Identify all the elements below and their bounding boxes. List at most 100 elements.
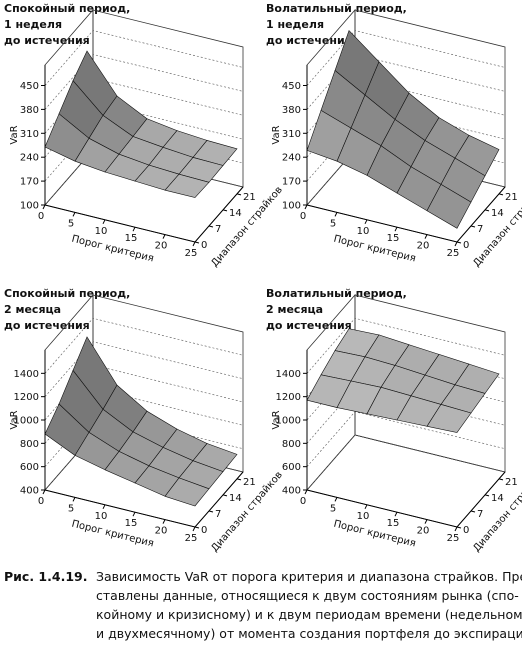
y-tick-label: 14 bbox=[229, 493, 242, 504]
y-tick-label: 7 bbox=[215, 509, 221, 520]
x-tick-label: 15 bbox=[125, 233, 138, 244]
z-tick-label: 310 bbox=[20, 129, 39, 140]
x-tick-label: 5 bbox=[330, 503, 336, 514]
tick bbox=[334, 497, 338, 502]
z-axis-label: VaR bbox=[271, 410, 282, 429]
x-tick-label: 20 bbox=[417, 241, 430, 252]
z-axis-label: VaR bbox=[9, 410, 20, 429]
z-tick-label: 450 bbox=[20, 81, 39, 92]
tick bbox=[208, 510, 214, 513]
y-tick-label: 0 bbox=[201, 525, 207, 536]
x-tick-label: 0 bbox=[300, 211, 306, 222]
z-tick-label: 380 bbox=[20, 105, 39, 116]
x-tick-label: 0 bbox=[300, 496, 306, 507]
chart-title: Спокойный период, bbox=[4, 287, 130, 300]
tick bbox=[102, 219, 106, 225]
tick bbox=[192, 241, 196, 247]
z-tick-label: 1400 bbox=[14, 369, 39, 380]
z-axis-label: VaR bbox=[9, 125, 20, 144]
surface-cell bbox=[164, 173, 210, 198]
tick bbox=[304, 489, 308, 495]
tick bbox=[498, 478, 504, 481]
x-axis-label: Порог критерия bbox=[70, 519, 154, 550]
x-axis-label: Порог критерия bbox=[70, 234, 154, 265]
z-tick-label: 400 bbox=[20, 486, 39, 497]
y-tick-label: 0 bbox=[463, 525, 469, 536]
x-tick-label: 0 bbox=[38, 211, 44, 222]
tick bbox=[162, 234, 166, 239]
grid-line bbox=[44, 317, 244, 374]
x-tick-label: 20 bbox=[155, 526, 168, 537]
tick bbox=[162, 519, 166, 524]
chart-title: Спокойный период, bbox=[4, 2, 130, 15]
z-tick-label: 170 bbox=[20, 177, 39, 188]
floor-axes bbox=[44, 471, 244, 528]
tick bbox=[42, 489, 46, 495]
tick bbox=[222, 209, 228, 212]
z-tick-label: 1200 bbox=[276, 392, 301, 403]
z-tick-label: 1000 bbox=[276, 416, 301, 427]
chart-title: до истечения bbox=[266, 319, 352, 332]
tick bbox=[304, 204, 308, 210]
x-tick-label: 15 bbox=[387, 518, 400, 529]
tick bbox=[456, 526, 462, 529]
tick bbox=[334, 212, 338, 217]
y-tick-label: 0 bbox=[463, 240, 469, 251]
z-axis-label: VaR bbox=[271, 125, 282, 144]
floor-axes bbox=[306, 186, 506, 243]
z-tick-label: 170 bbox=[282, 177, 301, 188]
tick bbox=[364, 219, 368, 225]
tick bbox=[72, 497, 76, 502]
z-tick-label: 1400 bbox=[276, 369, 301, 380]
y-tick-label: 14 bbox=[491, 493, 504, 504]
tick bbox=[498, 193, 504, 196]
chart-title: до истечения bbox=[4, 34, 90, 47]
y-tick-label: 14 bbox=[229, 208, 242, 219]
x-tick-label: 20 bbox=[417, 526, 430, 537]
x-tick-label: 25 bbox=[185, 248, 198, 259]
y-tick-label: 14 bbox=[491, 208, 504, 219]
z-tick-label: 380 bbox=[282, 105, 301, 116]
tick bbox=[394, 226, 398, 232]
x-tick-label: 25 bbox=[447, 248, 460, 259]
x-tick-label: 5 bbox=[68, 503, 74, 514]
tick bbox=[470, 225, 476, 228]
grid-line bbox=[306, 30, 506, 86]
grid-line bbox=[306, 434, 506, 491]
tick bbox=[454, 526, 458, 532]
chart-title: Волатильный период, bbox=[266, 287, 407, 300]
tick bbox=[236, 478, 242, 481]
tick bbox=[208, 225, 214, 228]
y-tick-label: 0 bbox=[201, 240, 207, 251]
z-tick-label: 1000 bbox=[14, 416, 39, 427]
tick bbox=[470, 510, 476, 513]
z-tick-label: 600 bbox=[20, 462, 39, 473]
surface-cell bbox=[426, 404, 472, 433]
z-tick-label: 240 bbox=[282, 153, 301, 164]
surface-cell bbox=[426, 183, 472, 229]
x-axis-label: Порог критерия bbox=[332, 519, 416, 550]
tick bbox=[42, 204, 46, 210]
chart-title: 2 месяца bbox=[266, 303, 323, 316]
chart-panel: Волатильный период, 1 неделя до истечения 1… bbox=[266, 2, 522, 269]
grid-line bbox=[306, 317, 506, 374]
tick bbox=[364, 504, 368, 510]
z-tick-label: 600 bbox=[282, 462, 301, 473]
x-tick-label: 10 bbox=[357, 226, 370, 237]
tick bbox=[132, 511, 136, 517]
z-tick-label: 1200 bbox=[14, 392, 39, 403]
x-tick-label: 10 bbox=[95, 226, 108, 237]
chart-title: Волатильный период, bbox=[266, 2, 407, 15]
tick bbox=[454, 241, 458, 247]
caption-line: койному и кризисному) и к двум периодам … bbox=[96, 607, 522, 622]
x-tick-label: 10 bbox=[95, 511, 108, 522]
x-tick-label: 10 bbox=[357, 511, 370, 522]
floor-axes bbox=[44, 186, 244, 243]
chart-panel: Спокойный период, 2 месяца до истечения 400… bbox=[4, 287, 285, 554]
tick bbox=[72, 212, 76, 217]
grid-line bbox=[306, 411, 506, 467]
tick bbox=[424, 519, 428, 524]
y-tick-label: 21 bbox=[505, 477, 518, 488]
x-axis-label: Порог критерия bbox=[332, 234, 416, 265]
z-tick-label: 100 bbox=[282, 201, 301, 212]
